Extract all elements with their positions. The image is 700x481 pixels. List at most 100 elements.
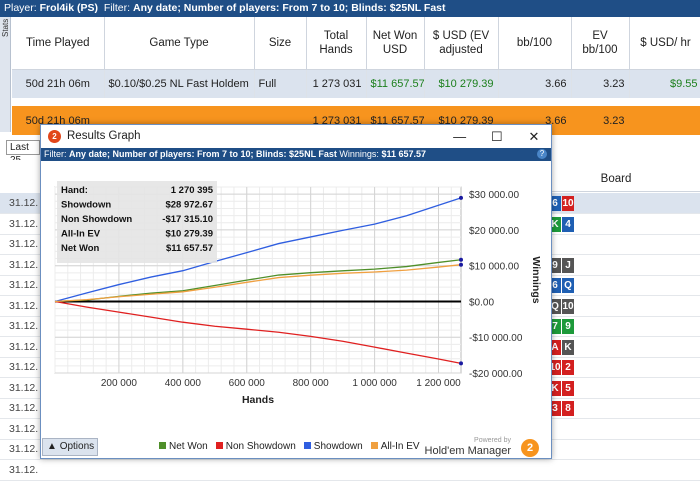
column-header[interactable]: $ USD/ hr — [629, 17, 700, 70]
graph-filter-label: Filter: — [44, 149, 67, 159]
graph-filter-text: Any date; Number of players: From 7 to 1… — [69, 149, 337, 159]
stats-tab-label: Stats — [1, 18, 10, 37]
table-cell: 1 273 031 — [306, 69, 367, 98]
x-tick-label: 1 200 000 — [416, 378, 461, 389]
table-cell: 3.23 — [571, 106, 630, 135]
y-tick-label: -$20 000.00 — [469, 369, 523, 380]
y-tick-label: -$10 000.00 — [469, 333, 523, 344]
summary-label: All-In EV — [61, 229, 101, 240]
column-header[interactable]: Net Won USD — [366, 17, 425, 70]
y-tick-label: $0.00 — [469, 297, 494, 308]
series-end-point — [459, 257, 463, 262]
table-row[interactable]: 50d 21h 06m $0.10/$0.25 NL Fast Holdem Ful… — [12, 69, 700, 98]
board-column-header[interactable]: Board — [531, 166, 700, 192]
table-cell: 3.23 — [571, 69, 630, 98]
hand-date: 31.12. — [9, 299, 39, 312]
legend-entry[interactable]: Net Won — [169, 441, 208, 452]
x-axis-label: Hands — [242, 394, 274, 406]
table-cell: $9.55 — [629, 69, 700, 98]
winnings-label: Winnings: — [339, 149, 379, 159]
board-cards: 10 2 — [549, 360, 575, 375]
board-cards: Q 10 — [549, 298, 575, 314]
column-header[interactable]: Size — [254, 17, 307, 70]
summary-value: $10 279.39 — [165, 229, 213, 240]
column-header[interactable]: bb/100 — [498, 17, 572, 70]
card: 5 — [562, 380, 574, 396]
table-cell: 50d 21h 06m — [12, 69, 105, 98]
summary-label: Showdown — [61, 200, 111, 211]
card: 6 — [549, 196, 561, 211]
card: 4 — [562, 216, 574, 232]
legend-entry[interactable]: Showdown — [313, 441, 363, 452]
options-button[interactable]: ▲ Options — [42, 438, 98, 456]
table-cell: Full — [254, 69, 307, 98]
stats-header-row: Time Played Game Type Size Total Hands Net W… — [12, 17, 700, 70]
close-icon[interactable]: ✕ — [528, 129, 540, 144]
summary-value: $11 657.57 — [166, 243, 213, 254]
card: Q — [549, 298, 561, 314]
x-tick-label: 200 000 — [101, 378, 138, 389]
card: 10 — [562, 196, 574, 211]
table-cell: $0.10/$0.25 NL Fast Holdem — [104, 69, 255, 98]
hand-date: 31.12. — [9, 443, 39, 455]
x-tick-label: 600 000 — [229, 378, 266, 389]
legend-swatch — [215, 442, 223, 449]
series-end-point — [459, 195, 463, 200]
hand-date: 31.12. — [9, 422, 39, 435]
column-header[interactable]: Game Type — [104, 17, 255, 70]
list-item[interactable]: 31.12. — [0, 460, 700, 481]
x-tick-label: 1 000 000 — [352, 378, 397, 389]
filter-label: Filter: — [103, 2, 131, 14]
maximize-icon[interactable]: ☐ — [490, 129, 503, 144]
y-tick-label: $30 000.00 — [469, 190, 519, 201]
stats-side-tab[interactable]: Stats — [0, 17, 11, 132]
legend-entry[interactable]: All-In EV — [380, 441, 420, 452]
hand-date: 31.12. — [9, 361, 39, 373]
help-icon[interactable]: ? — [537, 149, 547, 159]
results-graph-window: 2 Results Graph — ☐ ✕ Filter: Any date; … — [40, 124, 552, 459]
x-tick-label: 800 000 — [293, 378, 330, 389]
column-header[interactable]: Total Hands — [306, 17, 367, 70]
card: K — [549, 216, 561, 232]
filter-bar: Player: Frol4ik (PS) Filter: Any date; N… — [0, 0, 700, 17]
last-hands-select[interactable]: Last 25 — [6, 140, 40, 166]
column-header[interactable]: EV bb/100 — [571, 17, 630, 70]
player-name: Frol4ik (PS) — [39, 2, 98, 14]
card: Q — [562, 278, 574, 293]
card: 7 — [549, 319, 561, 334]
column-header[interactable]: $ USD (EV adjusted — [424, 17, 499, 70]
legend-swatch — [370, 442, 378, 449]
graph-filter-bar: Filter: Any date; Number of players: Fro… — [41, 148, 551, 161]
hand-date: 31.12. — [9, 340, 39, 353]
legend-entry[interactable]: Non Showdown — [225, 441, 296, 452]
hm-brand-icon: 2 — [521, 439, 539, 457]
table-cell: $10 279.39 — [424, 69, 499, 98]
hand-date: 31.12. — [9, 381, 39, 394]
card: A — [549, 339, 561, 355]
stats-table: Time Played Game Type Size Total Hands Net W… — [12, 17, 700, 135]
filter-text: Any date; Number of players: From 7 to 1… — [132, 2, 446, 14]
minimize-icon[interactable]: — — [453, 129, 467, 144]
summary-value: -$17 315.10 — [162, 214, 213, 225]
table-cell: $11 657.57 — [366, 69, 425, 98]
series-end-point — [459, 262, 463, 267]
window-titlebar: 2 Results Graph — ☐ ✕ — [41, 125, 551, 148]
series-line-all-in-ev — [54, 264, 462, 303]
card: K — [549, 380, 561, 396]
hand-date: 31.12. — [9, 463, 39, 476]
winnings-value: $11 657.57 — [381, 149, 427, 159]
column-header[interactable]: Time Played — [12, 17, 105, 70]
table-cell: 3.66 — [498, 69, 572, 98]
summary-label: Net Won — [61, 243, 100, 254]
card: 9 — [562, 319, 574, 334]
card: K — [562, 339, 574, 355]
card: 6 — [549, 278, 561, 293]
hand-date: 31.12. — [9, 402, 39, 414]
